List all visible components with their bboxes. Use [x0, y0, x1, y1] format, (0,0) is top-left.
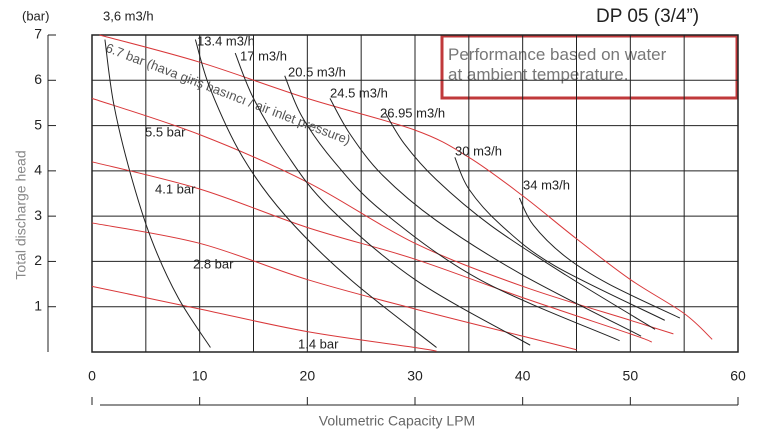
curve-label: 26.95 m3/h [380, 105, 445, 120]
plot-frame [91, 34, 739, 353]
curve-label: 4.1 bar [155, 181, 196, 196]
curve-label: 34 m3/h [523, 177, 570, 192]
curve-label: 20.5 m3/h [288, 64, 346, 79]
x-axis-label: Volumetric Capacity LPM [319, 413, 475, 429]
curve-label: 13.4 m3/h [197, 33, 255, 48]
curve-label: 17 m3/h [240, 48, 287, 63]
x-tick-label: 40 [515, 368, 531, 384]
curve [91, 285, 437, 352]
chart-title: DP 05 (3/4”) [596, 6, 699, 27]
curve-label: 1.4 bar [298, 336, 339, 351]
curve [384, 111, 656, 330]
y-tick-label: 3 [34, 207, 42, 223]
curve [91, 97, 674, 335]
annotation-box [440, 34, 739, 100]
curve [234, 52, 531, 346]
y-tick-label: 2 [34, 252, 42, 268]
curve-label: 30 m3/h [455, 143, 502, 158]
curve [91, 161, 653, 343]
annotation: Performance based on water at ambient tem… [448, 45, 667, 84]
x-tick-label: 60 [730, 368, 746, 384]
curve [91, 222, 577, 351]
y-tick-label: 6 [34, 71, 42, 87]
curve-label: 2.8 bar [193, 256, 234, 271]
y-tick-label: 7 [34, 26, 42, 42]
y-unit: (bar) [22, 8, 49, 23]
x-tick-label: 20 [300, 368, 316, 384]
curve [194, 39, 437, 348]
x-tick-label: 50 [623, 368, 639, 384]
curve [518, 197, 681, 319]
y-axis-label: Total discharge head [13, 150, 29, 279]
y-tick-label: 5 [34, 116, 42, 132]
curve [329, 98, 642, 337]
curve-label: 5.5 bar [145, 124, 186, 139]
curve [284, 75, 620, 342]
y-tick-label: 4 [34, 162, 42, 178]
curve-label: 3,6 m3/h [103, 8, 154, 23]
x-tick-label: 10 [192, 368, 208, 384]
curve [454, 157, 666, 321]
curve [99, 34, 713, 340]
x-tick-label: 30 [407, 368, 423, 384]
y-tick-label: 1 [34, 297, 42, 313]
x-tick-label: 0 [88, 368, 96, 384]
curve-label: 24.5 m3/h [330, 85, 388, 100]
curve [104, 39, 211, 348]
